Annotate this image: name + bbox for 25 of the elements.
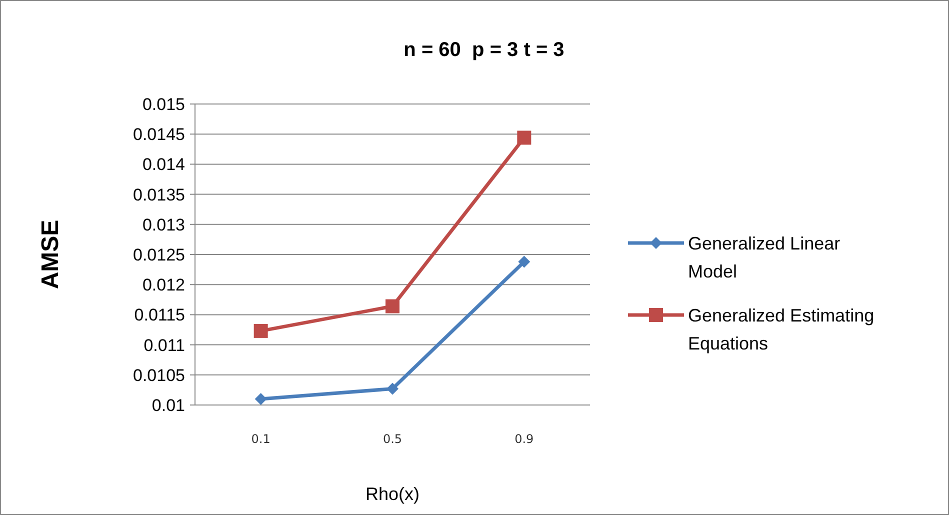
y-tick-label: 0.01 [152,396,185,415]
y-axis-title: AMSE [37,220,64,290]
y-tick-label: 0.0145 [133,125,185,144]
y-tick-label: 0.013 [142,215,185,234]
y-tick-label: 0.0105 [133,366,185,385]
point [386,382,398,395]
point [386,299,400,314]
x-tick-label: 0.5 [382,432,402,446]
point [254,392,267,405]
y-tick-label: 0.0115 [134,306,185,325]
x-tick-label: 0.1 [251,432,270,446]
point [518,256,530,268]
legend-label: Generalized Estimating Equations [688,305,874,354]
legend-label: Generalized Linear Model [688,233,840,282]
point [254,324,268,338]
y-tick-label: 0.014 [142,155,185,174]
y-tick-label: 0.015 [142,94,185,114]
x-axis-title: Rho(x) [365,484,420,504]
y-tick-label: 0.0125 [133,245,185,264]
y-tick-label: 0.0135 [133,185,185,204]
chart-title: n = 60 p = 3 t = 3 [404,39,564,61]
y-tick-label: 0.011 [144,336,185,355]
x-tick-label: 0.9 [514,432,534,446]
y-tick-label: 0.012 [142,276,185,295]
point [517,130,532,145]
